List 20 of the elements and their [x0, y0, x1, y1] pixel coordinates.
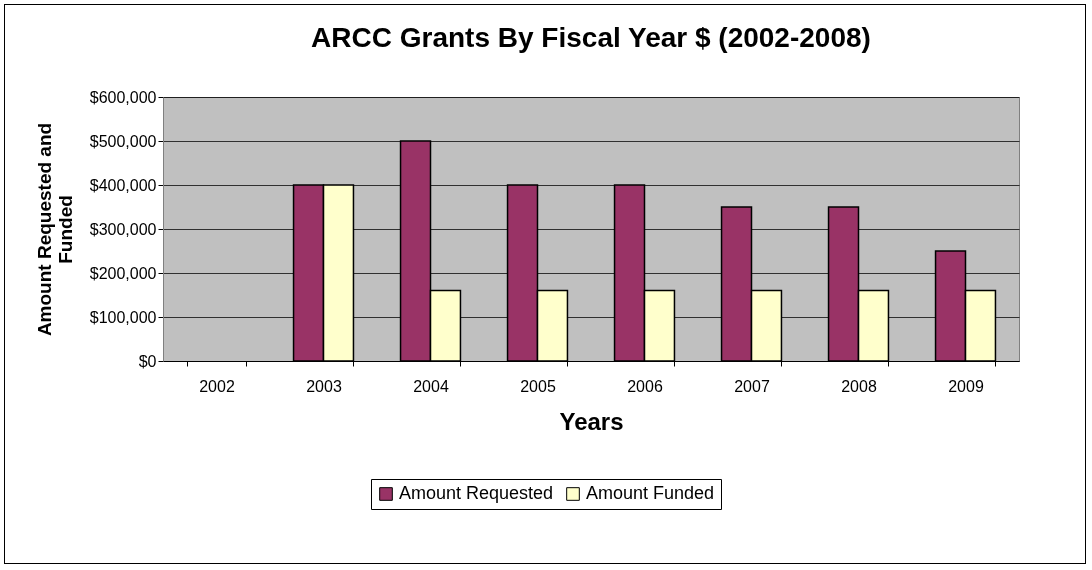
chart-title: ARCC Grants By Fiscal Year $ (2002-2008) — [311, 22, 871, 53]
y-tick-label: $500,000 — [89, 132, 157, 150]
x-tick-label: 2007 — [734, 377, 770, 395]
y-tick-label: $0 — [138, 352, 157, 370]
x-tick-label: 2002 — [199, 377, 235, 395]
y-tick-label: $300,000 — [89, 220, 157, 238]
y-tick-label: $200,000 — [89, 264, 157, 282]
x-tick-label: 2009 — [948, 377, 984, 395]
legend-label: Amount Requested — [399, 483, 554, 503]
y-tick-label: $400,000 — [89, 176, 157, 194]
y-axis-title: Amount Requested and Funded — [33, 122, 76, 337]
x-tick-label: 2004 — [413, 377, 449, 395]
x-axis-title: Years — [559, 407, 624, 435]
y-tick-label: $100,000 — [89, 308, 157, 326]
x-tick-label: 2003 — [306, 377, 342, 395]
x-tick-label: 2006 — [627, 377, 663, 395]
y-tick-label: $600,000 — [89, 88, 157, 106]
x-tick-label: 2005 — [520, 377, 556, 395]
x-tick-label: 2008 — [841, 377, 877, 395]
legend-label: Amount Funded — [586, 483, 715, 503]
